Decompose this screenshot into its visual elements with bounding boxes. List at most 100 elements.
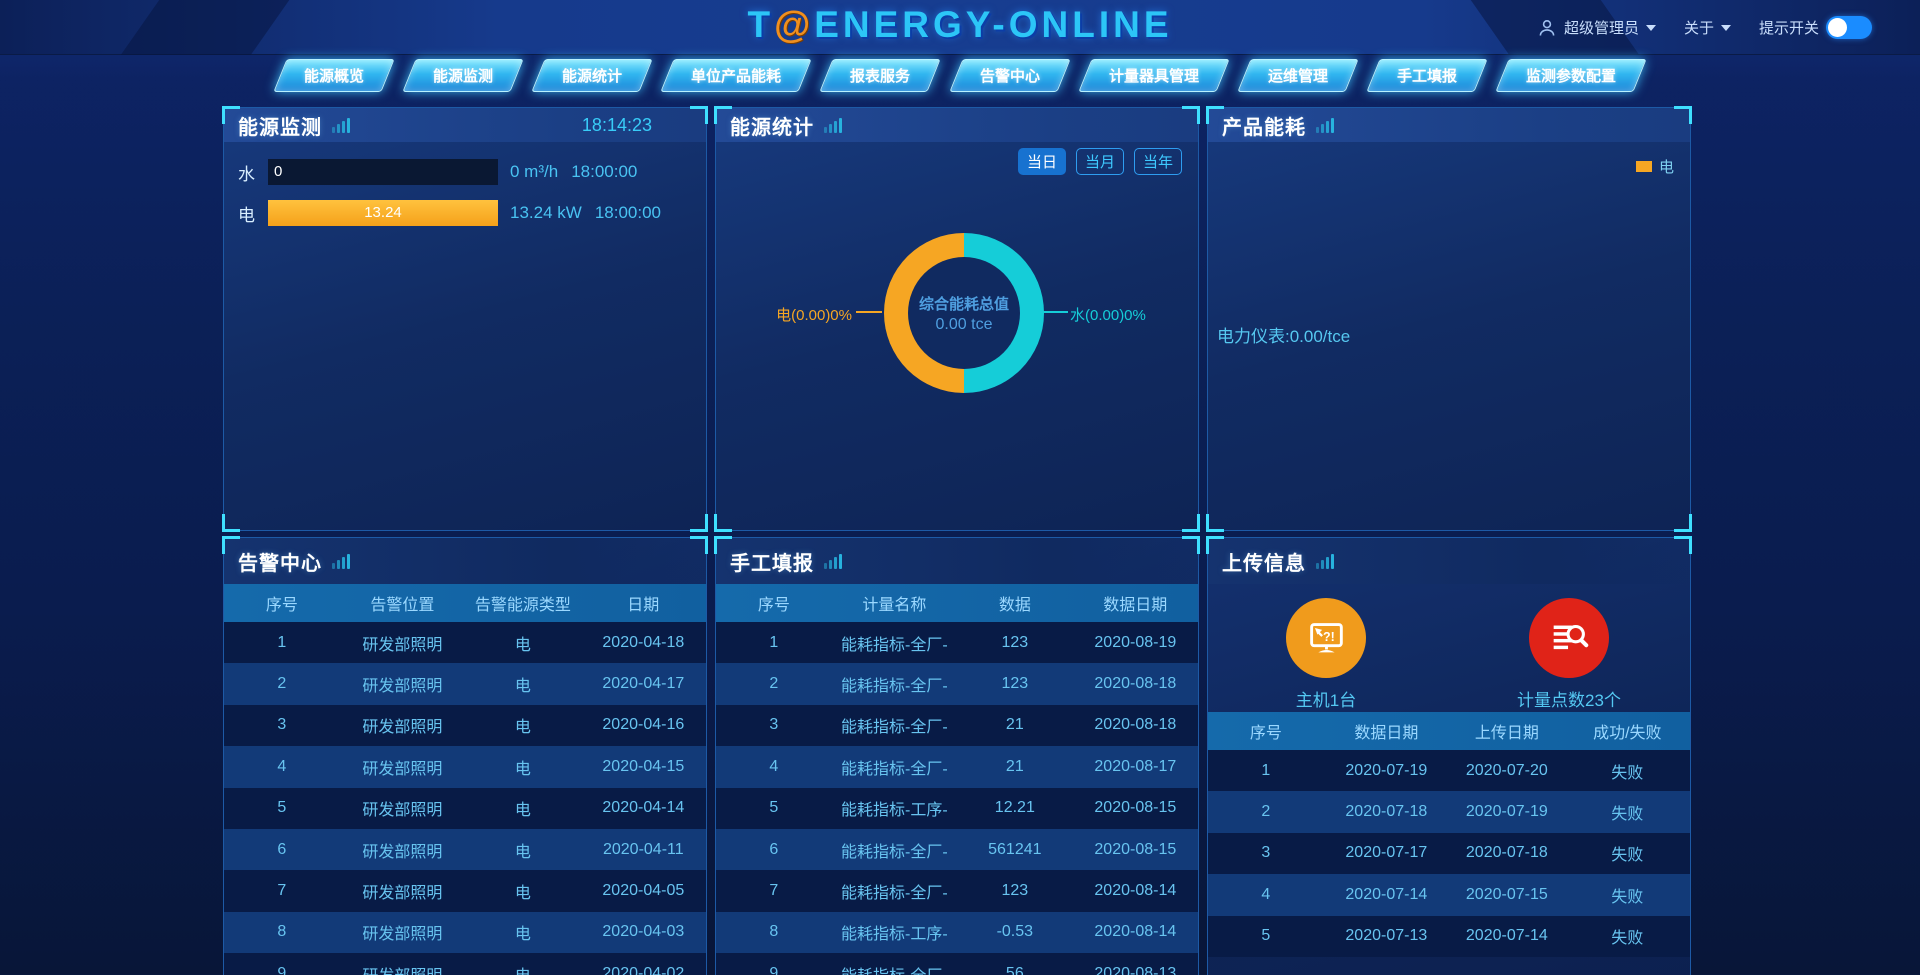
- table-cell: 2020-07-14: [1465, 927, 1548, 945]
- panel-header: 能源监测 18:14:23: [224, 108, 706, 142]
- table-cell: 失败: [1611, 764, 1644, 782]
- table-cell: 失败: [1611, 930, 1644, 948]
- table-cell: 2020-07-19: [1345, 761, 1428, 779]
- table-header: 序号 计量名称 数据 数据日期: [716, 584, 1198, 622]
- stats-range-tabs: 当日 当月 当年: [1017, 148, 1182, 175]
- gauge-value: 0: [274, 163, 283, 180]
- nav-tab[interactable]: 能源概览: [273, 59, 396, 92]
- table-row: 6 能耗指标-全厂- 561241 2020-08-15: [716, 828, 1198, 871]
- meter-points-stat: 计量点数23个: [1499, 598, 1639, 711]
- table-cell: 研发部照明: [362, 802, 443, 820]
- svg-text:?!: ?!: [1323, 630, 1335, 644]
- alarm-table-body: 1 研发部照明 电 2020-04-18 2 研发部照明 电 2020-04-1…: [224, 622, 706, 975]
- table-header-cell: 计量名称: [862, 597, 927, 614]
- table-cell: 8: [769, 923, 779, 941]
- host-stat-label: 主机1台: [1295, 691, 1357, 710]
- nav-tab[interactable]: 能源统计: [531, 59, 654, 92]
- donut-center-title: 综合能耗总值: [918, 295, 1009, 313]
- nav-tab[interactable]: 手工填报: [1365, 59, 1488, 92]
- table-cell: 2020-04-14: [602, 799, 685, 817]
- tip-switch-label: 提示开关: [1758, 20, 1819, 37]
- table-cell: 4: [277, 757, 287, 775]
- stats-range-tab[interactable]: 当年: [1133, 148, 1182, 175]
- table-row: 3 能耗指标-全厂- 21 2020-08-18: [716, 704, 1198, 747]
- table-cell: 电: [514, 802, 531, 820]
- signal-bars-icon: [1316, 117, 1334, 133]
- table-cell: 研发部照明: [362, 843, 443, 861]
- table-cell: 2020-04-15: [602, 757, 685, 775]
- panel-alarm-center: 告警中心 序号 告警位置 告警能源类型 日期 1 研发部照明 电 2020-04-18…: [222, 536, 708, 975]
- nav-tab-label: 运维管理: [1267, 68, 1328, 85]
- table-cell: 失败: [1611, 847, 1644, 865]
- tip-switch: 提示开关: [1759, 16, 1872, 39]
- table-row: 3 2020-07-17 2020-07-18 失败: [1208, 832, 1690, 875]
- gauge-label: 水: [238, 164, 255, 184]
- water-gauge-row: 水 0 0 m³/h 18:00:00: [230, 158, 700, 186]
- table-cell: 2020-07-20: [1465, 761, 1548, 779]
- table-cell: 7: [277, 882, 287, 900]
- tip-toggle[interactable]: [1826, 16, 1872, 39]
- table-header-cell: 日期: [627, 597, 660, 614]
- monitor-alert-icon: ?!: [1286, 598, 1366, 678]
- stats-range-tab[interactable]: 当月: [1075, 148, 1124, 175]
- table-cell: 2020-04-18: [602, 633, 685, 651]
- table-cell: 4: [1261, 885, 1271, 903]
- host-stat: ?! 主机1台: [1256, 598, 1396, 711]
- table-cell: 研发部照明: [362, 636, 443, 654]
- nav-tab[interactable]: 运维管理: [1236, 59, 1359, 92]
- table-cell: 1: [277, 633, 287, 651]
- table-cell: 2020-08-18: [1094, 716, 1177, 734]
- table-row: 4 研发部照明 电 2020-04-15: [224, 746, 706, 788]
- table-row: 8 能耗指标-工序- -0.53 2020-08-14: [716, 911, 1198, 954]
- panel-upload-info: 上传信息 ?! 主机1台: [1206, 536, 1692, 975]
- table-cell: 能耗指标-全厂-: [840, 760, 948, 778]
- top-controls: 超级管理员 关于 提示开关: [1537, 0, 1872, 55]
- user-menu[interactable]: 超级管理员: [1537, 17, 1656, 38]
- table-cell: 2020-08-15: [1094, 840, 1177, 858]
- nav-tab[interactable]: 监测参数配置: [1494, 59, 1647, 92]
- table-cell: 5: [1261, 927, 1271, 945]
- nav-tab-label: 能源概览: [304, 68, 365, 85]
- donut-chart: 综合能耗总值 0.00 tce: [884, 233, 1044, 393]
- table-header-cell: 告警位置: [370, 597, 435, 614]
- nav-tab-label: 手工填报: [1396, 68, 1457, 85]
- table-cell: 8: [277, 923, 287, 941]
- table-row: 2 2020-07-18 2020-07-19 失败: [1208, 791, 1690, 833]
- table-cell: 电: [514, 760, 531, 778]
- table-cell: 能耗指标-全厂-: [840, 636, 948, 654]
- nav-tab[interactable]: 告警中心: [948, 59, 1071, 92]
- list-search-icon: [1529, 598, 1609, 678]
- nav-tab[interactable]: 能源监测: [402, 59, 525, 92]
- table-cell: 1: [769, 633, 779, 651]
- panel-header: 能源统计: [716, 108, 1198, 142]
- gauge-area: 水 0 0 m³/h 18:00:00 电 13.24 13.24 kW 18:…: [224, 142, 706, 227]
- electric-gauge-track: 13.24: [268, 200, 498, 226]
- panel-product-energy: 产品能耗 电 电力仪表:0.00/tce: [1206, 106, 1692, 532]
- nav-tab[interactable]: 单位产品能耗: [660, 59, 813, 92]
- panel-clock: 18:14:23: [581, 114, 652, 135]
- table-header-cell: 序号: [1249, 725, 1282, 742]
- panel-title: 能源统计: [730, 116, 814, 139]
- table-cell: 2020-08-14: [1094, 923, 1177, 941]
- table-cell: 失败: [1611, 806, 1644, 824]
- table-cell: 6: [769, 840, 779, 858]
- table-cell: 2020-08-17: [1094, 757, 1177, 775]
- table-header-cell: 上传日期: [1474, 725, 1539, 742]
- table-cell: 2020-07-14: [1345, 885, 1428, 903]
- nav-tab-label: 计量器具管理: [1108, 68, 1199, 85]
- table-cell: 123: [1001, 882, 1029, 900]
- panel-header: 上传信息: [1208, 538, 1690, 584]
- about-menu[interactable]: 关于: [1684, 17, 1731, 38]
- nav-tab[interactable]: 报表服务: [819, 59, 942, 92]
- legend-label: 电: [1658, 159, 1674, 176]
- nav-tab-label: 单位产品能耗: [691, 68, 782, 85]
- donut-label-electric: 电(0.00)0%: [776, 307, 852, 324]
- nav-tab[interactable]: 计量器具管理: [1077, 59, 1230, 92]
- stats-range-tab[interactable]: 当日: [1017, 148, 1066, 175]
- table-header-cell: 数据日期: [1103, 597, 1168, 614]
- table-cell: 9: [277, 964, 287, 975]
- table-cell: 电: [465, 962, 581, 975]
- callout-line: [856, 311, 882, 313]
- table-cell: 能耗指标-全厂-: [840, 885, 948, 903]
- nav-tab-label: 监测参数配置: [1525, 68, 1616, 85]
